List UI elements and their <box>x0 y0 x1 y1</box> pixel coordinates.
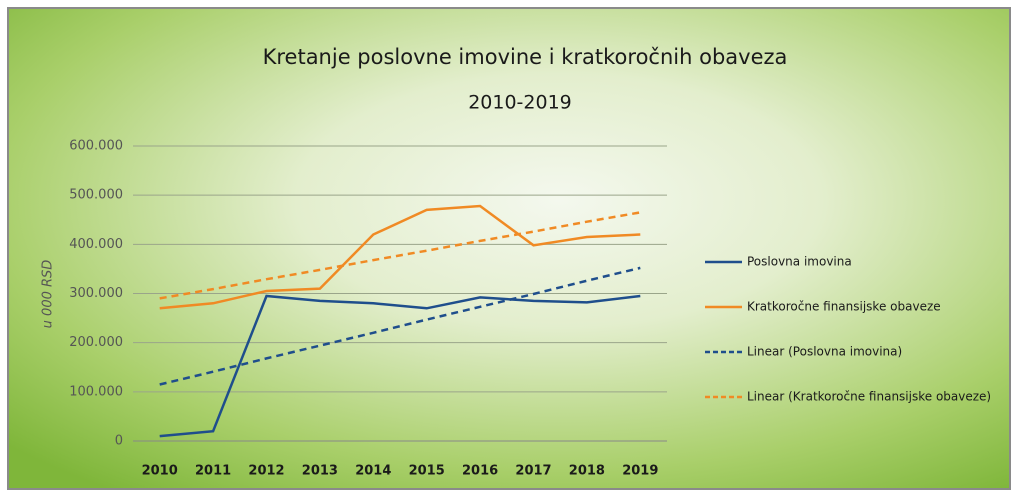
y-axis-label: u 000 RSD <box>41 260 56 329</box>
y-tick-label: 600.000 <box>69 139 123 154</box>
x-tick-label: 2017 <box>515 464 551 479</box>
x-tick-label: 2019 <box>622 464 658 479</box>
legend-label: Linear (Kratkoročne finansijske obaveze) <box>747 390 991 404</box>
legend-label: Kratkoročne finansijske obaveze <box>747 300 941 314</box>
trend-line <box>159 211 641 300</box>
x-tick-label: 2010 <box>142 464 178 479</box>
y-tick-label: 400.000 <box>69 237 123 252</box>
x-tick-label: 2018 <box>569 464 605 479</box>
y-tick-label: 500.000 <box>69 188 123 203</box>
trend-line <box>159 266 641 386</box>
x-tick-label: 2015 <box>409 464 445 479</box>
legend-label: Linear (Poslovna imovina) <box>747 345 902 359</box>
y-tick-label: 0 <box>115 434 123 449</box>
background <box>7 7 1011 490</box>
legend-label: Poslovna imovina <box>747 255 852 269</box>
x-tick-label: 2012 <box>248 464 284 479</box>
y-tick-label: 200.000 <box>69 335 123 350</box>
series-line <box>159 294 641 438</box>
chart-subtitle: 2010-2019 <box>468 92 572 114</box>
x-tick-label: 2014 <box>355 464 391 479</box>
x-tick-label: 2013 <box>302 464 338 479</box>
x-tick-label: 2011 <box>195 464 231 479</box>
y-tick-label: 300.000 <box>69 286 123 301</box>
x-tick-label: 2016 <box>462 464 498 479</box>
chart-title: Kretanje poslovne imovine i kratkoročnih… <box>263 45 788 69</box>
series-line <box>159 204 641 310</box>
y-tick-label: 100.000 <box>69 384 123 399</box>
